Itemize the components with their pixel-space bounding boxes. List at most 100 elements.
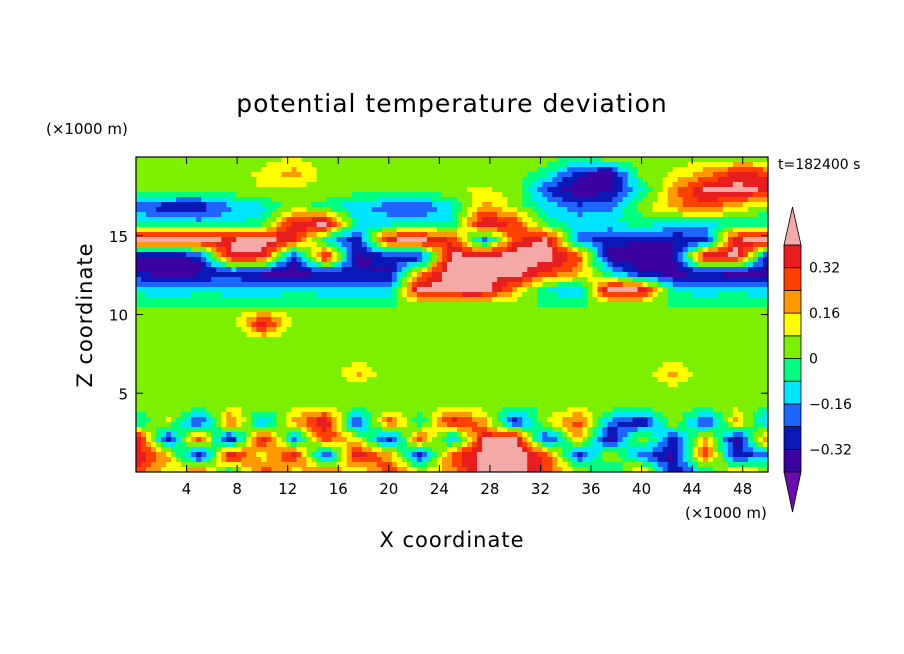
field-cell [487,212,493,218]
field-cell [537,337,543,343]
field-cell [567,342,573,348]
field-cell [587,192,593,198]
field-cell [722,217,729,223]
field-cell [281,337,287,343]
field-cell [507,222,513,228]
field-cell [196,197,202,203]
field-cell [682,282,689,288]
field-cell [507,187,513,193]
field-cell [547,297,553,303]
field-cell [186,187,192,193]
field-cell [722,287,729,293]
field-cell [251,327,257,333]
field-cell [762,302,769,308]
field-cell [426,157,433,163]
field-cell [557,177,563,183]
field-cell [281,277,287,283]
field-cell [341,332,348,338]
field-cell [381,302,388,308]
field-cell [752,177,759,183]
field-cell [321,317,328,323]
field-cell [512,162,518,168]
field-cell [452,287,458,293]
field-cell [266,157,272,163]
field-cell [582,327,588,333]
field-cell [462,212,468,218]
field-cell [647,302,654,308]
field-cell [411,247,418,253]
field-cell [431,232,438,238]
field-cell [356,337,363,343]
field-cell [181,327,187,333]
field-cell [742,172,749,178]
field-cell [512,192,518,198]
field-cell [577,287,583,293]
field-cell [441,192,448,198]
field-cell [642,232,649,238]
field-cell [662,192,669,198]
time-label: t=182400 s [778,157,860,173]
field-cell [211,167,217,173]
field-cell [206,307,212,313]
field-cell [662,257,669,263]
field-cell [492,262,498,268]
field-cell [166,157,172,163]
field-cell [336,282,343,288]
field-cell [306,257,312,263]
field-cell [477,302,483,308]
field-cell [532,222,538,228]
field-cell [552,247,558,253]
field-cell [136,247,142,253]
field-cell [617,167,623,173]
field-cell [552,197,558,203]
field-cell [236,237,242,243]
field-cell [562,257,568,263]
field-cell [336,197,343,203]
field-cell [572,337,578,343]
field-cell [246,247,252,253]
field-cell [487,287,493,293]
field-cell [171,247,177,253]
field-cell [241,312,247,318]
field-cell [256,282,262,288]
field-cell [316,267,322,273]
field-cell [376,187,383,193]
field-cell [141,327,147,333]
field-cell [436,352,443,358]
field-cell [592,212,598,218]
field-cell [687,277,694,283]
field-cell [191,302,197,308]
field-cell [562,332,568,338]
field-cell [732,277,739,283]
field-cell [617,247,623,253]
field-cell [371,242,378,248]
field-cell [276,212,282,218]
field-cell [712,282,719,288]
field-cell [582,342,588,348]
field-cell [201,302,207,308]
field-cell [391,347,398,353]
field-cell [607,242,613,248]
field-cell [161,287,167,293]
field-cell [311,302,317,308]
field-cell [396,267,403,273]
field-cell [236,327,242,333]
field-cell [196,272,202,278]
field-cell [421,222,428,228]
field-cell [241,177,247,183]
field-cell [366,242,373,248]
field-cell [356,227,363,233]
field-cell [467,207,473,213]
field-cell [677,287,684,293]
field-cell [667,287,674,293]
field-cell [206,257,212,263]
field-cell [181,257,187,263]
field-cell [492,342,498,348]
field-cell [672,272,679,278]
field-cell [452,302,458,308]
field-cell [497,237,503,243]
field-cell [647,202,654,208]
field-cell [687,212,694,218]
field-cell [381,322,388,328]
field-cell [577,217,583,223]
